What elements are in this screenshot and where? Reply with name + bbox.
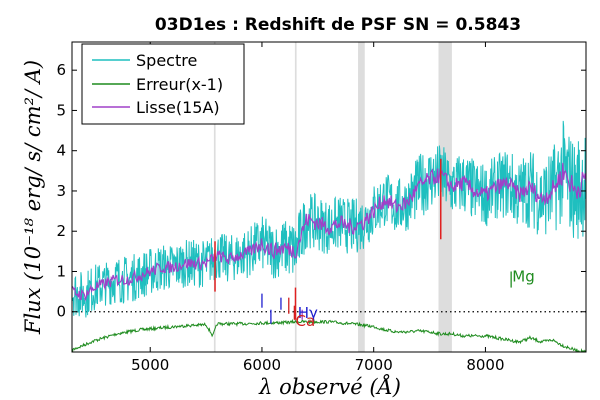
series-spectre-line: [72, 120, 586, 318]
y-tick-label: 5: [56, 101, 66, 119]
x-axis-label: λ observé (Å): [258, 374, 401, 399]
legend-label-spectre: Spectre: [136, 51, 197, 70]
shaded-band-0: [213, 42, 216, 352]
series-erreur-line: [72, 318, 586, 352]
y-axis-label: Flux (10⁻¹⁸ erg/ s/ cm²/ A): [21, 60, 45, 335]
axis-ticks: 5000 6000 7000 8000 0 1 2 3 4 5 6: [56, 42, 586, 374]
x-tick-label: 5000: [131, 356, 169, 374]
annotation-h: Hγ: [298, 304, 318, 322]
annotation-mg: Mg: [512, 268, 534, 286]
legend-label-erreur: Erreur(x-1): [136, 75, 223, 94]
x-tick-label: 6000: [243, 356, 281, 374]
y-tick-label: 2: [56, 222, 66, 240]
y-tick-label: 6: [56, 61, 66, 79]
legend-label-lisse: Lisse(15A): [136, 98, 220, 117]
y-tick-label: 3: [56, 182, 66, 200]
plot-frame: [71, 41, 587, 353]
chart-title: 03D1es : Redshift de PSF SN = 0.5843: [155, 15, 521, 35]
x-tick-label: 7000: [355, 356, 393, 374]
legend: Spectre Erreur(x-1) Lisse(15A): [81, 43, 245, 125]
series-lisse-line: [72, 162, 586, 302]
x-tick-label: 8000: [466, 356, 504, 374]
shaded-band-1: [294, 42, 297, 352]
annotation-ca: Ca: [295, 312, 315, 330]
y-tick-label: 4: [56, 142, 66, 160]
y-tick-label: 1: [56, 262, 66, 280]
y-tick-label: 0: [56, 303, 66, 321]
shaded-band-3: [438, 42, 452, 352]
shaded-band-2: [358, 42, 365, 352]
